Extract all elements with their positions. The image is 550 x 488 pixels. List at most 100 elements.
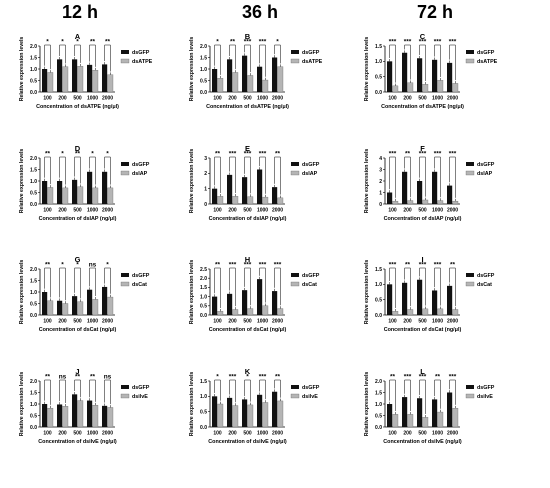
bar-dsgfp [57, 300, 63, 315]
x-axis-label: Concentration of dsIAP (ng/μl) [39, 216, 117, 222]
y-tick-label: 3 [204, 156, 207, 162]
bar-dsgfp [387, 192, 393, 204]
bar-treatment [62, 66, 69, 93]
significance-bracket [389, 379, 396, 412]
bar-dsgfp [102, 64, 108, 92]
bar-dsgfp [102, 286, 108, 315]
significance-label: * [76, 262, 79, 269]
bar-dsgfp [242, 177, 248, 204]
bar-dsgfp [417, 398, 423, 427]
bar-dsgfp [42, 69, 48, 92]
x-tick-label: 1000 [257, 208, 268, 214]
x-axis-label: Concentration of dsilvE (ng/μl) [38, 439, 117, 445]
legend-label-treatment: dsilvE [132, 394, 148, 400]
bar-treatment [92, 404, 99, 428]
x-tick-label: 500 [73, 431, 82, 437]
y-tick-label: 1 [204, 186, 207, 192]
significance-label: *** [259, 151, 267, 158]
bar-dsgfp [72, 296, 78, 315]
bar-dsgfp [257, 169, 263, 204]
column-header-36h: 36 h [241, 2, 279, 22]
panel-letter: E [245, 144, 250, 153]
significance-label: * [91, 151, 94, 158]
y-tick-label: 0.0 [30, 425, 37, 431]
y-tick-label: 0.0 [200, 313, 207, 319]
legend-label-treatment: dsIAP [302, 171, 318, 177]
legend-swatch-treatment [120, 58, 130, 64]
bar-dsgfp [257, 394, 263, 427]
significance-bracket [214, 44, 221, 75]
bar-treatment [217, 311, 224, 316]
panel-letter: I [421, 255, 423, 264]
x-tick-label: 500 [418, 96, 427, 102]
y-tick-label: 0.5 [200, 78, 207, 84]
y-tick-label: 0.5 [375, 297, 382, 303]
x-axis-label: Concentration of dsilvE (ng/μl) [383, 439, 462, 445]
panel-letter: J [75, 367, 79, 376]
significance-bracket [274, 379, 281, 398]
bar-treatment [92, 299, 99, 316]
x-tick-label: 1000 [87, 208, 98, 214]
significance-label: *** [229, 374, 237, 381]
legend-label-treatment: dsATPE [132, 59, 153, 65]
column-header-12h: 12 h [61, 2, 99, 22]
y-tick-label: 1.5 [200, 55, 207, 61]
significance-bracket [389, 156, 396, 198]
bar-dsgfp [432, 171, 438, 204]
bar-dsgfp [432, 399, 438, 427]
significance-label: *** [389, 151, 397, 158]
x-tick-label: 200 [228, 96, 237, 102]
significance-bracket [104, 44, 111, 72]
x-tick-label: 200 [58, 431, 67, 437]
y-tick-label: 1.5 [30, 167, 37, 173]
y-tick-label: 0.0 [200, 425, 207, 431]
x-tick-label: 1000 [87, 431, 98, 437]
y-tick-label: 0.5 [375, 74, 382, 80]
x-tick-label: 2000 [447, 319, 458, 325]
y-tick-label: 1.0 [30, 290, 37, 296]
significance-bracket [449, 156, 456, 198]
significance-label: *** [449, 151, 457, 158]
y-tick-label: 1.0 [30, 179, 37, 185]
legend-label-dsgfp: dsGFP [132, 385, 150, 391]
bar-dsgfp [212, 396, 218, 427]
panel-letter: B [245, 32, 251, 41]
y-tick-label: 1.5 [30, 390, 37, 396]
significance-bracket [244, 44, 251, 73]
bar-treatment [437, 411, 444, 428]
y-tick-label: 1.0 [30, 67, 37, 73]
bar-dsgfp [227, 397, 233, 427]
legend-swatch-dsgfp [121, 50, 129, 54]
y-tick-label: 2 [204, 171, 207, 177]
significance-bracket [104, 156, 111, 185]
bar-dsgfp [387, 284, 393, 315]
legend-swatch-treatment [120, 281, 130, 287]
x-tick-label: 2000 [102, 96, 113, 102]
y-tick-label: 1.0 [30, 402, 37, 408]
bar-dsgfp [447, 185, 453, 204]
significance-label: ** [275, 151, 281, 158]
bar-dsgfp [212, 296, 218, 315]
significance-label: ns [59, 374, 67, 381]
legend-label-dsgfp: dsGFP [132, 50, 150, 56]
significance-label: ** [75, 151, 81, 158]
y-tick-label: 0.0 [375, 90, 382, 96]
x-tick-label: 100 [43, 208, 52, 214]
column-header-72h: 72 h [416, 2, 454, 22]
x-tick-label: 2000 [102, 319, 113, 325]
x-tick-label: 1000 [87, 96, 98, 102]
x-tick-label: 2000 [102, 431, 113, 437]
x-tick-label: 2000 [447, 208, 458, 214]
y-tick-label: 0.0 [30, 202, 37, 208]
significance-label: ** [90, 39, 96, 46]
bar-treatment [62, 187, 69, 205]
legend-label-dsgfp: dsGFP [302, 273, 320, 279]
y-tick-label: 0.5 [30, 190, 37, 196]
significance-bracket [274, 156, 281, 195]
legend-swatch-dsgfp [466, 385, 474, 389]
y-tick-label: 2.0 [200, 276, 207, 282]
significance-label: * [216, 374, 219, 381]
bar-dsgfp [72, 179, 78, 204]
bar-dsgfp [387, 61, 393, 92]
